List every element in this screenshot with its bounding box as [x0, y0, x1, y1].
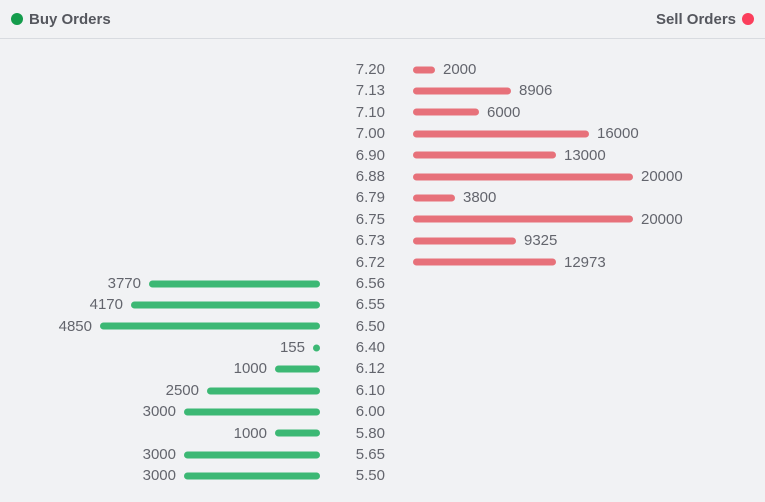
- price-label: 7.13: [355, 82, 385, 100]
- price-label: 6.73: [355, 232, 385, 250]
- sell-order-bar[interactable]: [413, 130, 589, 138]
- buy-order-bar[interactable]: [313, 344, 320, 352]
- order-row: 3770 6.56: [0, 273, 765, 294]
- price-label: 6.12: [355, 360, 385, 378]
- order-book-chart: 7.20 2000 7.13 8906 7.10 6000 7.00 16000 6.90 130…: [0, 39, 765, 487]
- price-label: 6.50: [355, 317, 385, 335]
- price-label: 6.79: [355, 189, 385, 207]
- price-label: 6.56: [355, 274, 385, 292]
- buy-volume-label: 3770: [107, 274, 141, 292]
- buy-order-bar[interactable]: [275, 365, 320, 373]
- buy-order-bar[interactable]: [184, 451, 320, 459]
- sell-order-bar[interactable]: [413, 215, 633, 223]
- price-label: 7.00: [355, 125, 385, 143]
- legend-bar: Buy Orders Sell Orders: [0, 0, 765, 39]
- buy-volume-label: 3000: [142, 467, 176, 485]
- price-label: 6.10: [355, 381, 385, 399]
- buy-order-bar[interactable]: [184, 472, 320, 480]
- buy-volume-label: 4170: [89, 296, 123, 314]
- sell-legend-label: Sell Orders: [655, 10, 736, 28]
- order-row: 6.90 13000: [0, 145, 765, 166]
- buy-legend-dot-icon: [11, 13, 23, 25]
- order-row: 1000 5.80: [0, 423, 765, 444]
- sell-order-bar[interactable]: [413, 151, 556, 159]
- order-row: 6.72 12973: [0, 252, 765, 273]
- sell-volume-label: 6000: [487, 103, 521, 121]
- price-label: 6.88: [355, 167, 385, 185]
- price-label: 5.80: [355, 424, 385, 442]
- order-row: 6.79 3800: [0, 187, 765, 208]
- order-row: 6.75 20000: [0, 209, 765, 230]
- sell-volume-label: 2000: [443, 61, 477, 78]
- buy-volume-label: 1000: [233, 424, 267, 442]
- sell-order-bar[interactable]: [413, 108, 479, 116]
- sell-volume-label: 9325: [524, 232, 558, 250]
- buy-volume-label: 3000: [142, 446, 176, 464]
- order-book-panel: Buy Orders Sell Orders 7.20 2000 7.13 8906 7…: [0, 0, 765, 487]
- order-row: 3000 5.65: [0, 444, 765, 465]
- price-label: 6.75: [355, 210, 385, 228]
- buy-volume-label: 1000: [233, 360, 267, 378]
- order-row: 7.20 2000: [0, 59, 765, 80]
- sell-order-bar[interactable]: [413, 194, 455, 202]
- buy-volume-label: 2500: [165, 381, 199, 399]
- order-row: 2500 6.10: [0, 380, 765, 401]
- sell-legend-dot-icon: [742, 13, 754, 25]
- price-label: 7.10: [355, 103, 385, 121]
- sell-volume-label: 16000: [597, 125, 639, 143]
- price-label: 6.90: [355, 146, 385, 164]
- order-row: 7.13 8906: [0, 80, 765, 101]
- buy-volume-label: 155: [279, 339, 305, 357]
- price-label: 5.50: [355, 467, 385, 485]
- sell-volume-label: 8906: [519, 82, 553, 100]
- buy-order-bar[interactable]: [131, 301, 320, 309]
- order-row: 6.73 9325: [0, 230, 765, 251]
- buy-order-bar[interactable]: [149, 280, 320, 288]
- price-label: 6.55: [355, 296, 385, 314]
- buy-order-bar[interactable]: [275, 429, 320, 437]
- sell-volume-label: 3800: [463, 189, 497, 207]
- order-row: 3000 6.00: [0, 401, 765, 422]
- order-row: 6.88 20000: [0, 166, 765, 187]
- price-label: 6.72: [355, 253, 385, 271]
- buy-order-bar[interactable]: [207, 387, 320, 395]
- order-row: 4850 6.50: [0, 316, 765, 337]
- buy-order-bar[interactable]: [184, 408, 320, 416]
- buy-orders-legend[interactable]: Buy Orders: [11, 11, 111, 28]
- sell-order-bar[interactable]: [413, 237, 516, 245]
- price-label: 7.20: [355, 61, 385, 78]
- price-label: 6.40: [355, 339, 385, 357]
- order-row: 4170 6.55: [0, 294, 765, 315]
- sell-order-bar[interactable]: [413, 66, 435, 74]
- sell-order-bar[interactable]: [413, 173, 633, 181]
- order-row: 1000 6.12: [0, 358, 765, 379]
- order-row: 155 6.40: [0, 337, 765, 358]
- sell-volume-label: 12973: [564, 253, 606, 271]
- order-row: 7.10 6000: [0, 102, 765, 123]
- sell-volume-label: 13000: [564, 146, 606, 164]
- price-label: 6.00: [355, 403, 385, 421]
- sell-volume-label: 20000: [641, 167, 683, 185]
- sell-order-bar[interactable]: [413, 87, 511, 95]
- order-row: 3000 5.50: [0, 465, 765, 486]
- order-row: 7.00 16000: [0, 123, 765, 144]
- buy-legend-label: Buy Orders: [29, 10, 111, 28]
- buy-volume-label: 4850: [58, 317, 92, 335]
- buy-volume-label: 3000: [142, 403, 176, 421]
- price-label: 5.65: [355, 446, 385, 464]
- sell-orders-legend[interactable]: Sell Orders: [656, 11, 754, 28]
- sell-volume-label: 20000: [641, 210, 683, 228]
- sell-order-bar[interactable]: [413, 258, 556, 266]
- buy-order-bar[interactable]: [100, 322, 320, 330]
